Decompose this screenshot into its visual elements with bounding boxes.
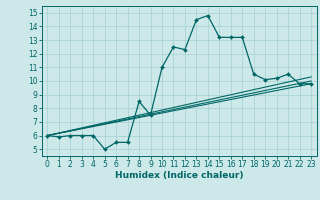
X-axis label: Humidex (Indice chaleur): Humidex (Indice chaleur) bbox=[115, 171, 244, 180]
